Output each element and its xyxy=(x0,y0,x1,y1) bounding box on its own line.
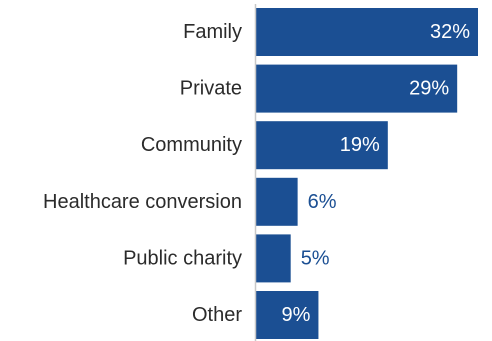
value-label: 32% xyxy=(430,21,470,43)
value-label: 6% xyxy=(308,191,337,213)
category-label: Public charity xyxy=(123,247,242,269)
value-label: 5% xyxy=(301,247,330,269)
value-label: 29% xyxy=(409,78,449,100)
bar-private xyxy=(256,64,458,113)
bar-healthcare-conversion xyxy=(256,177,298,226)
category-label: Family xyxy=(183,21,242,43)
bars-layer xyxy=(256,8,478,339)
category-label: Private xyxy=(180,78,242,100)
category-label: Community xyxy=(141,134,242,156)
bar-community xyxy=(256,121,388,170)
value-label: 19% xyxy=(340,134,380,156)
bar-family xyxy=(256,8,478,56)
bar-other xyxy=(256,291,319,339)
labels-layer: Family 32% Private 29% Community 19% Healthcar… xyxy=(43,21,470,326)
value-label: 9% xyxy=(282,304,311,326)
bar-public-charity xyxy=(256,234,291,283)
category-label: Healthcare conversion xyxy=(43,191,242,213)
category-label: Other xyxy=(192,304,242,326)
